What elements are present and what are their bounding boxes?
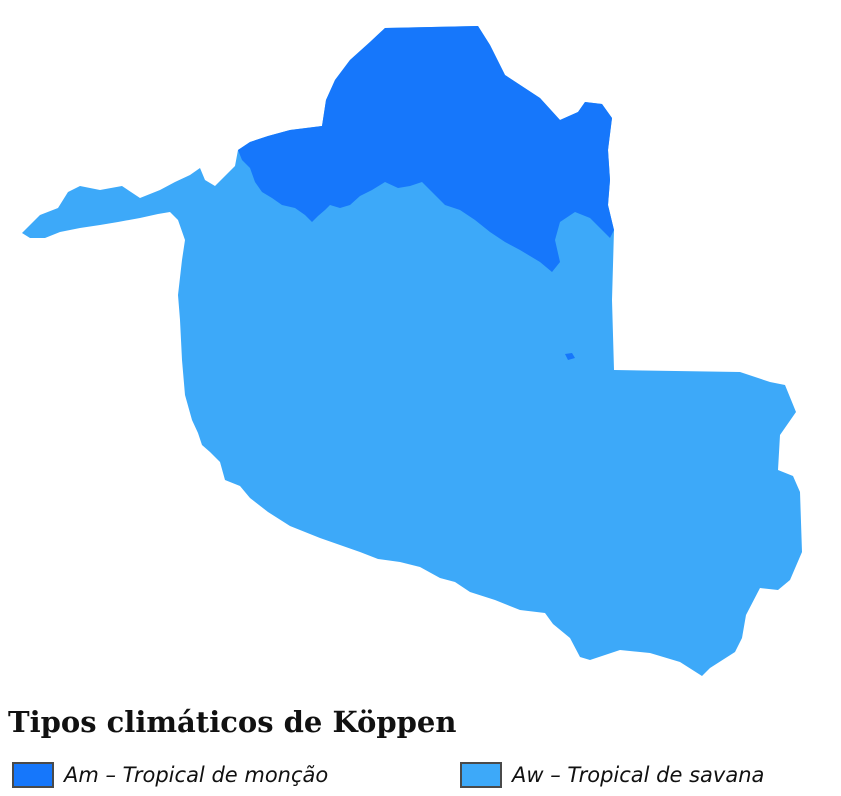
climate-map (22, 26, 802, 676)
legend-title: Tipos climáticos de Köppen (8, 705, 457, 739)
legend-label-aw: Aw – Tropical de savana (512, 763, 765, 787)
legend-swatch-aw (460, 762, 502, 788)
legend-item-am: Am – Tropical de monção (12, 760, 328, 790)
map-region-am-monsoon (238, 26, 614, 272)
map-region-am-patch (565, 353, 575, 360)
legend-label-am: Am – Tropical de monção (64, 763, 329, 787)
legend-swatch-am (12, 762, 54, 788)
legend-item-aw: Aw – Tropical de savana (460, 760, 764, 790)
